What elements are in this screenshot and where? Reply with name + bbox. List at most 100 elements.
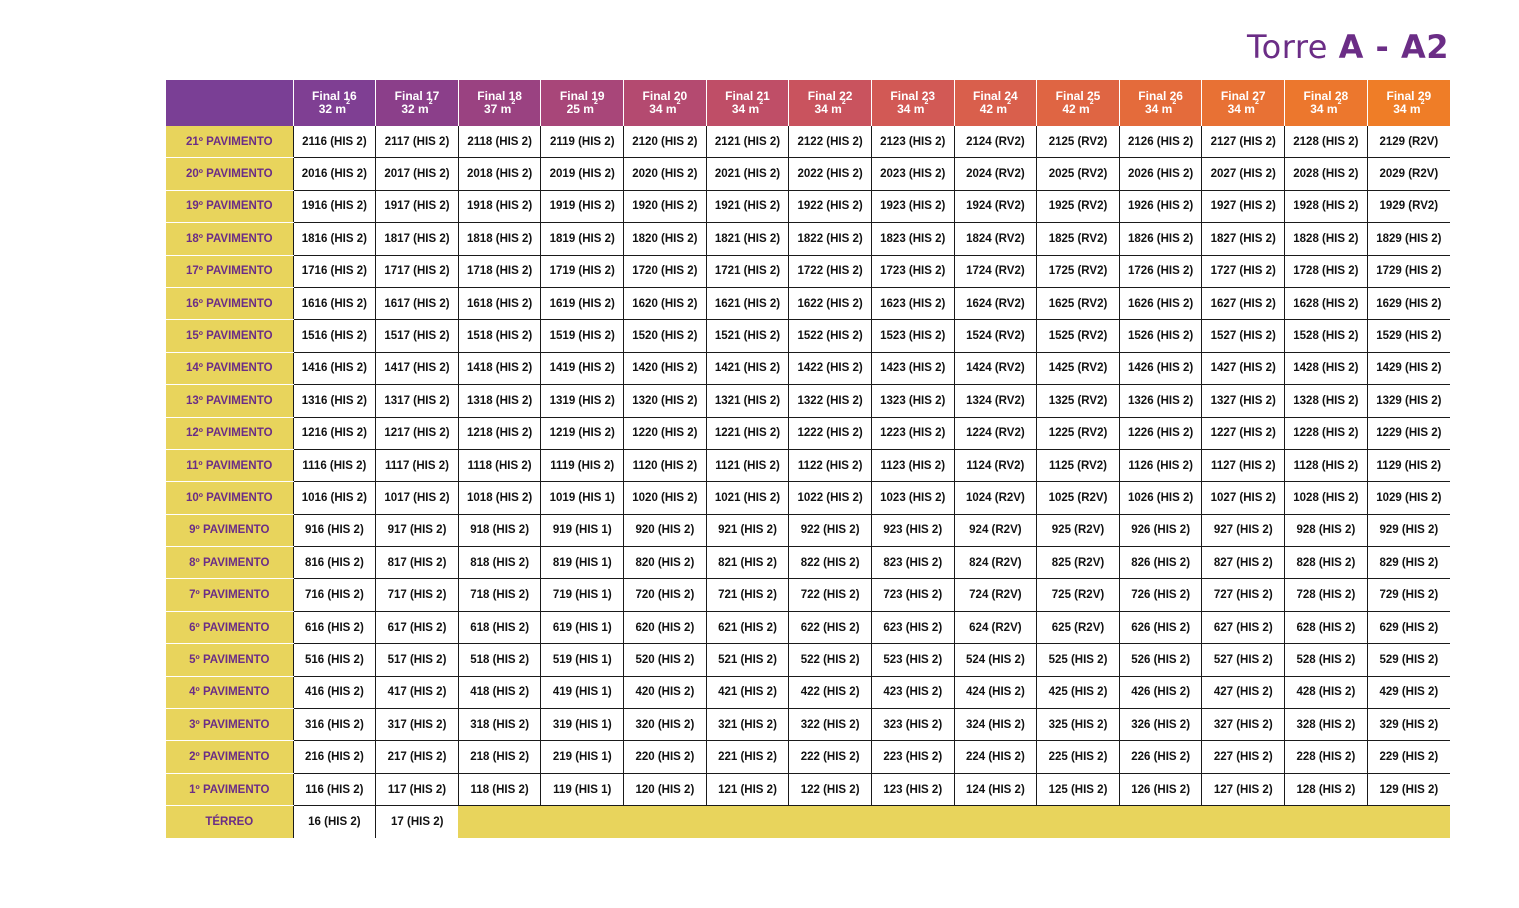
column-label: Final 29 [1386,89,1432,103]
square-superscript: 2 [1337,99,1342,106]
unit-cell: 222 (HIS 2) [788,740,872,774]
unit-cell: 527 (HIS 2) [1201,643,1285,677]
unit-cell: 2121 (HIS 2) [705,126,789,159]
unit-cell: 1217 (HIS 2) [375,417,459,450]
column-area-value: 34 m [649,102,677,116]
table-row: 21º PAVIMENTO 2116 (HIS 2) 2117 (HIS 2) 211… [166,126,1450,159]
unit-cell: 1024 (R2V) [953,481,1037,515]
unit-cell: 922 (HIS 2) [788,514,872,548]
unit-cell: 126 (HIS 2) [1118,773,1202,807]
column-area: 42 m2 [1038,99,1119,116]
unit-cell: 1422 (HIS 2) [788,352,872,386]
unit-cell: 2023 (HIS 2) [870,157,955,191]
unit-cell: 227 (HIS 2) [1201,740,1285,774]
unit-cell: 817 (HIS 2) [375,546,459,580]
column-area: 42 m2 [955,99,1036,116]
unit-cell: 2027 (HIS 2) [1201,157,1285,191]
unit-cell: 2118 (HIS 2) [457,126,541,159]
unit-cell: 320 (HIS 2) [623,708,707,742]
unit-cell: 1826 (HIS 2) [1118,222,1202,256]
unit-cell: 2119 (HIS 2) [540,126,624,159]
column-area: 34 m2 [1120,99,1201,116]
unit-cell: 2029 (R2V) [1366,157,1450,191]
table-row: 13º PAVIMENTO 1316 (HIS 2) 1317 (HIS 2) 131… [166,384,1450,418]
unit-cell: 229 (HIS 2) [1366,740,1450,774]
unit-cell: 816 (HIS 2) [292,546,376,580]
unit-cell: 1119 (HIS 2) [540,449,624,483]
units-table: Final 16 32 m2 Final 17 32 m2 Final 18 37 m2 F… [166,80,1450,838]
square-superscript: 2 [593,99,598,106]
square-superscript: 2 [759,99,764,106]
column-header: Final 28 34 m2 [1284,80,1368,126]
floor-label: 4º PAVIMENTO [166,676,294,710]
unit-cell: 925 (R2V) [1036,514,1120,548]
square-superscript: 2 [1089,99,1094,106]
column-area-value: 34 m [814,102,842,116]
unit-cell: 820 (HIS 2) [623,546,707,580]
column-header: Final 18 37 m2 [457,80,541,126]
unit-cell: 1019 (HIS 1) [540,481,624,515]
column-area-value: 32 m [318,102,347,116]
unit-cell: 1216 (HIS 2) [292,417,376,450]
unit-cell: 517 (HIS 2) [375,643,459,677]
unit-cell: 721 (HIS 2) [705,578,789,612]
unit-cell: 1416 (HIS 2) [292,352,376,386]
unit-cell: 426 (HIS 2) [1118,676,1202,710]
unit-cell: 1518 (HIS 2) [457,319,541,353]
column-area: 32 m2 [377,99,458,116]
unit-cell: 418 (HIS 2) [457,676,541,710]
column-label: Final 18 [477,89,522,103]
unit-cell: 621 (HIS 2) [705,611,789,645]
unit-cell: 1921 (HIS 2) [705,190,789,224]
unit-cell: 1328 (HIS 2) [1284,384,1368,418]
table-row: 11º PAVIMENTO 1116 (HIS 2) 1117 (HIS 2) 111… [166,449,1450,483]
unit-cell: 523 (HIS 2) [870,643,955,677]
unit-cell: 1423 (HIS 2) [870,352,955,386]
unit-cell: 417 (HIS 2) [375,676,459,710]
unit-cell: 826 (HIS 2) [1118,546,1202,580]
unit-cell: 629 (HIS 2) [1366,611,1450,645]
unit-cell: 317 (HIS 2) [375,708,459,742]
column-area-value: 34 m [1310,102,1338,116]
unit-cell: 916 (HIS 2) [292,514,376,548]
unit-cell: 2123 (HIS 2) [870,126,955,159]
unit-cell: 828 (HIS 2) [1284,546,1368,580]
column-area-value: 37 m [483,102,512,116]
column-header: Final 23 34 m2 [870,80,955,126]
floor-label: 14º PAVIMENTO [166,352,294,386]
unit-cell: 1927 (HIS 2) [1201,190,1285,224]
column-label: Final 21 [725,89,770,103]
unit-cell: 1326 (HIS 2) [1118,384,1202,418]
floor-label: 7º PAVIMENTO [166,578,294,612]
unit-cell: 1127 (HIS 2) [1201,449,1285,483]
unit-cell: 521 (HIS 2) [705,643,789,677]
unit-cell: 324 (HIS 2) [953,708,1037,742]
floor-label: 16º PAVIMENTO [166,287,294,321]
unit-cell: 1720 (HIS 2) [623,255,707,288]
column-area: 34 m2 [790,99,871,116]
unit-cell: 1222 (HIS 2) [788,417,872,450]
header-corner [166,80,294,126]
unit-cell: 1023 (HIS 2) [870,481,955,515]
unit-cell: 1219 (HIS 2) [540,417,624,450]
unit-cell: 2122 (HIS 2) [788,126,872,159]
unit-cell: 1821 (HIS 2) [705,222,789,256]
title-tower-name: A - A2 [1338,28,1449,66]
unit-cell: 1624 (RV2) [953,287,1037,321]
unit-cell: 224 (HIS 2) [953,740,1037,774]
unit-cell: 2028 (HIS 2) [1284,157,1368,191]
unit-cell: 928 (HIS 2) [1284,514,1368,548]
unit-cell: 1025 (R2V) [1036,481,1120,515]
unit-cell: 325 (HIS 2) [1036,708,1120,742]
unit-cell: 1128 (HIS 2) [1284,449,1368,483]
unit-cell: 2018 (HIS 2) [457,157,541,191]
unit-cell: 2116 (HIS 2) [292,126,376,159]
square-superscript: 2 [511,99,516,106]
unit-cell: 825 (R2V) [1036,546,1120,580]
square-superscript: 2 [1254,99,1259,106]
unit-cell: 1323 (HIS 2) [870,384,955,418]
unit-cell: 421 (HIS 2) [705,676,789,710]
unit-cell: 1717 (HIS 2) [375,255,459,288]
unit-cell: 117 (HIS 2) [375,773,459,807]
unit-cell: 1525 (RV2) [1036,319,1120,353]
